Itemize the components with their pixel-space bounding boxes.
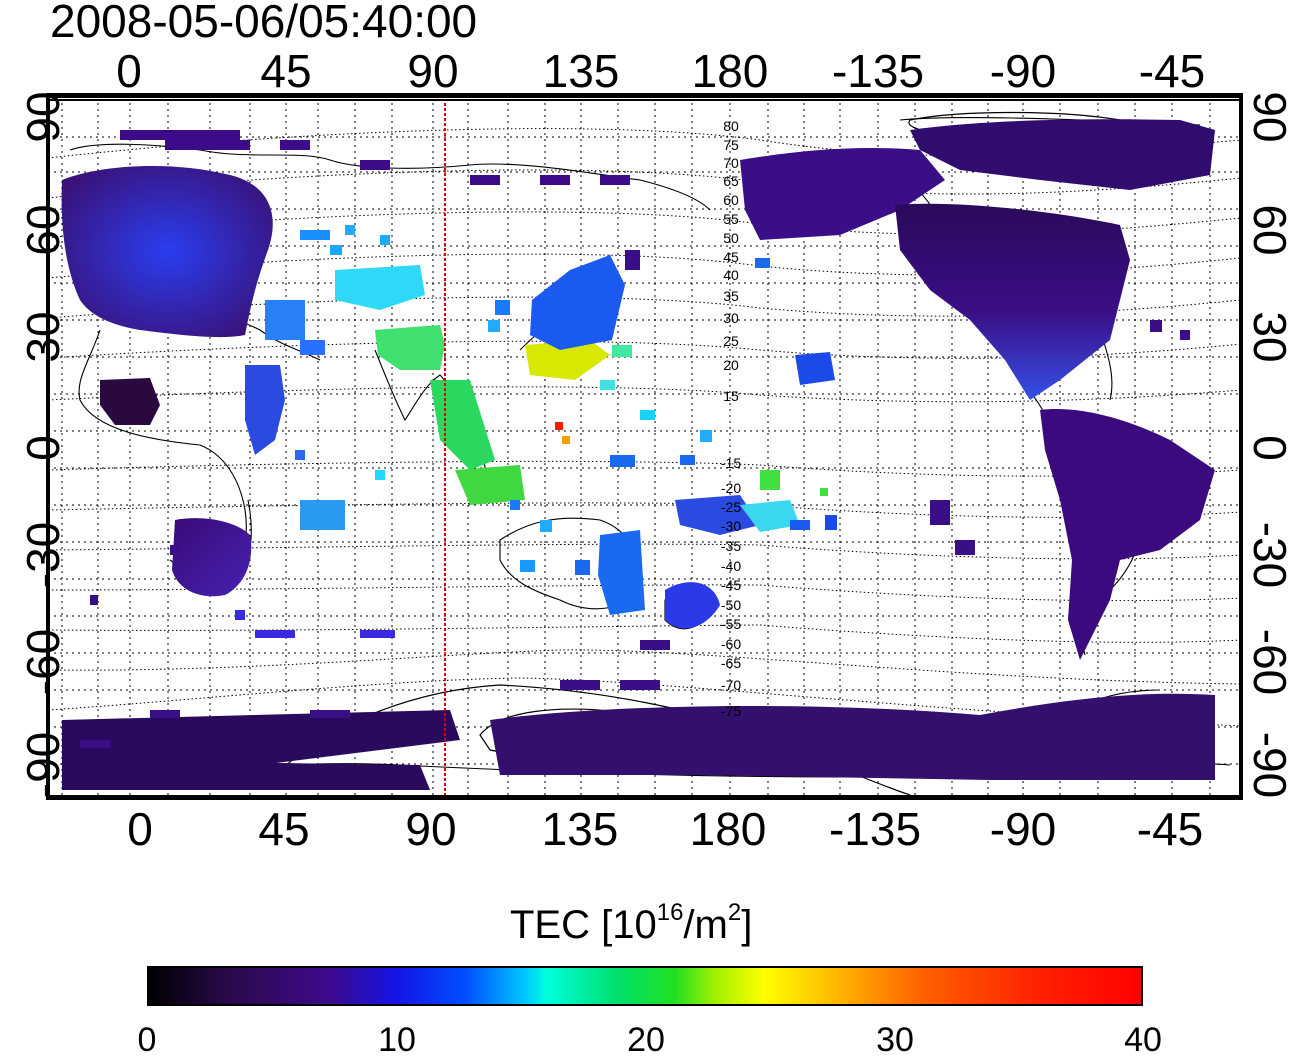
contour-label: 20 <box>723 357 739 373</box>
map-frame <box>46 93 1243 800</box>
contour-label: 55 <box>723 211 739 227</box>
contour-label: -20 <box>721 480 741 496</box>
contour-label: -40 <box>721 558 741 574</box>
bottom-tick-label: -90 <box>989 803 1057 855</box>
colorbar-tick-label: 20 <box>627 1021 665 1059</box>
bottom-tick-label: 45 <box>258 803 310 855</box>
timestamp-title: 2008-05-06/05:40:00 <box>50 0 478 47</box>
contour-label: -60 <box>721 636 741 652</box>
colorbar-title-exponent: 16 <box>656 899 684 926</box>
bottom-tick-label: 180 <box>689 803 767 855</box>
bottom-tick-label: 135 <box>541 803 619 855</box>
colorbar-title: TEC [1016/m2] <box>510 899 753 948</box>
colorbar-tick-label: 10 <box>378 1021 416 1059</box>
contour-label: 70 <box>723 155 739 171</box>
top-tick-label: -90 <box>989 45 1057 97</box>
top-tick-label: 0 <box>116 45 142 97</box>
contour-label: -30 <box>721 518 741 534</box>
contour-label: -45 <box>721 577 741 593</box>
contour-label: 45 <box>723 249 739 265</box>
colorbar-tick-label: 40 <box>1124 1021 1162 1059</box>
contour-label: 15 <box>723 388 739 404</box>
top-tick-label: 180 <box>691 45 769 97</box>
contour-label: -55 <box>721 616 741 632</box>
contour-label: 40 <box>723 267 739 283</box>
contour-label: 60 <box>723 192 739 208</box>
contour-label: -70 <box>721 677 741 693</box>
tec-regions <box>61 119 1215 790</box>
colorbar-title-prefix: TEC [10 <box>510 903 657 947</box>
top-tick-label: 135 <box>542 45 620 97</box>
contour-label: -50 <box>721 597 741 613</box>
colorbar-title-suffix: ] <box>741 903 753 947</box>
contour-label: 65 <box>723 173 739 189</box>
contour-label: 35 <box>723 288 739 304</box>
colorbar-title-unit-exponent: 2 <box>727 899 742 926</box>
bottom-tick-label: -135 <box>828 803 922 855</box>
tec-map: 80 75 70 65 60 55 50 45 40 35 30 25 20 1… <box>46 93 1243 800</box>
top-tick-label: -45 <box>1138 45 1206 97</box>
scattered-tec-cells <box>80 140 1190 748</box>
bottom-tick-label: 0 <box>127 803 153 855</box>
bottom-tick-label: -45 <box>1136 803 1204 855</box>
contour-label: -25 <box>721 499 741 515</box>
contour-label: -35 <box>721 538 741 554</box>
contour-label: -75 <box>721 703 741 719</box>
top-tick-label: 90 <box>407 45 459 97</box>
contour-label: 30 <box>723 310 739 326</box>
contour-label: 25 <box>723 333 739 349</box>
colorbar <box>147 966 1143 1006</box>
top-tick-label: -135 <box>831 45 925 97</box>
contour-labels: 80 75 70 65 60 55 50 45 40 35 30 25 20 1… <box>721 118 741 719</box>
contour-label: -65 <box>721 655 741 671</box>
top-tick-label: 45 <box>260 45 312 97</box>
bottom-tick-label: 90 <box>405 803 457 855</box>
contour-label: 75 <box>723 137 739 153</box>
contour-label: 50 <box>723 230 739 246</box>
colorbar-tick-label: 30 <box>876 1021 914 1059</box>
colorbar-title-unit: /m <box>683 903 728 947</box>
contour-label: -15 <box>721 455 741 471</box>
contour-label: 80 <box>723 118 739 134</box>
colorbar-tick-label: 0 <box>137 1021 157 1059</box>
